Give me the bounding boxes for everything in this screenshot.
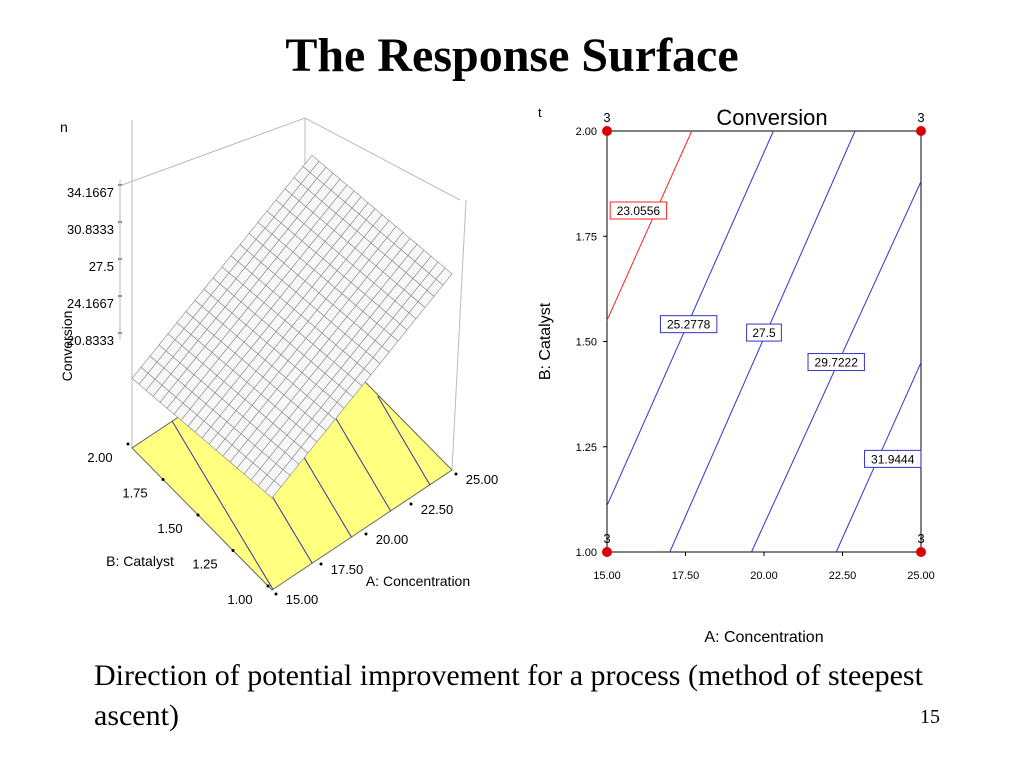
x-tick-mark: [364, 532, 368, 536]
y-tick-label: 1.75: [576, 231, 597, 243]
design-point-label: 3: [917, 531, 924, 546]
contour-label: 27.5: [752, 326, 776, 340]
design-point-label: 3: [603, 110, 610, 125]
y-tick-label: 1.50: [576, 337, 597, 349]
y-tick-label: 2.00: [87, 450, 112, 465]
x-axis-label: A: Concentration: [704, 629, 823, 646]
y-tick-label: 1.00: [227, 592, 252, 607]
x-tick-label: 22.50: [829, 570, 857, 582]
y-axis-label: B: Catalyst: [537, 302, 554, 380]
design-point: [602, 547, 612, 557]
y-tick-label: 1.75: [122, 486, 147, 501]
surface-3d-chart: 34.1667 30.8333 27.5 24.1667 20.8333Conversi…: [59, 117, 499, 607]
design-point-label: 3: [603, 531, 610, 546]
z-tick-label: 20.8333: [67, 333, 114, 348]
y-tick-mark: [126, 442, 130, 446]
floor-contour-line: [377, 395, 431, 486]
contour-label-box: [864, 449, 922, 468]
design-point-label: 3: [917, 110, 924, 125]
surface-mesh-cell: [302, 154, 320, 173]
y-axis-label: B: Catalyst: [106, 553, 174, 569]
design-point: [602, 126, 612, 136]
contour-chart: Conversion t 15.00 17.50 20.00 22.50 25.00 1.00…: [537, 105, 935, 646]
x-tick-label: 17.50: [331, 562, 364, 577]
y-tick-mark: [161, 478, 165, 481]
y-tick-mark: [231, 549, 235, 552]
y-tick-mark: [266, 584, 270, 588]
x-tick-label: 25.00: [466, 472, 499, 487]
contour-label-box: [746, 323, 782, 342]
x-tick-label: 20.00: [750, 570, 778, 582]
x-tick-label: 20.00: [376, 532, 409, 547]
x-tick-mark: [454, 472, 458, 476]
design-point: [916, 126, 926, 136]
contour-label-box: [609, 201, 668, 220]
surface-box-frame: [121, 117, 467, 471]
design-point: [916, 547, 926, 557]
x-tick-mark: [319, 562, 323, 566]
surface-mesh: [131, 154, 453, 499]
contour-chart-title: Conversion: [716, 105, 827, 130]
panel-title-partial: n: [60, 119, 68, 135]
contour-label: 29.7222: [815, 356, 859, 370]
y-tick-label: 1.00: [576, 547, 597, 559]
contour-label: 23.0556: [617, 204, 661, 218]
y-tick-label: 1.25: [192, 557, 217, 572]
contour-label: 25.2778: [667, 318, 711, 332]
y-tick-label: 1.50: [157, 521, 182, 536]
slide-caption: Direction of potential improvement for a…: [94, 659, 923, 732]
z-tick-label: 27.5: [89, 259, 114, 274]
slide-title: The Response Surface: [285, 29, 739, 82]
x-tick-mark: [274, 592, 278, 596]
z-tick-label: 34.1667: [67, 185, 114, 200]
x-tick-label: 15.00: [593, 570, 621, 582]
x-tick-label: 17.50: [672, 570, 700, 582]
z-tick-label: 30.8333: [67, 222, 114, 237]
y-tick-label: 2.00: [576, 126, 597, 138]
contour-label-box: [659, 315, 718, 334]
contour-line: [606, 130, 693, 321]
contour-label-box: [807, 353, 865, 372]
page-number: 15: [920, 706, 940, 728]
z-axis-label: Conversion: [59, 311, 75, 382]
y-tick-mark: [196, 513, 200, 517]
x-tick-label: 15.00: [286, 592, 319, 607]
contour-label: 31.9444: [871, 452, 915, 466]
z-tick-label: 24.1667: [67, 296, 114, 311]
x-tick-mark: [409, 502, 413, 506]
x-axis-label: A: Concentration: [366, 573, 470, 589]
floor-contour-line: [171, 420, 274, 590]
x-tick-label: 22.50: [421, 502, 454, 517]
panel-title-partial: t: [538, 105, 542, 120]
y-tick-label: 1.25: [576, 442, 597, 454]
x-tick-label: 25.00: [907, 570, 935, 582]
